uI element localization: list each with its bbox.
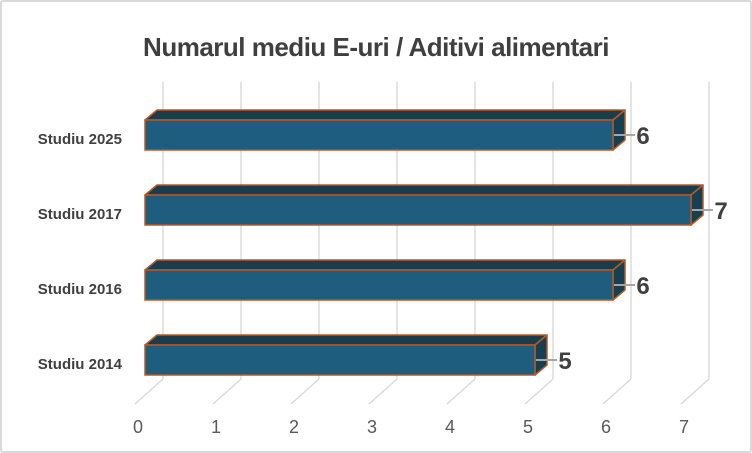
data-label: 5 (558, 348, 571, 375)
floor-gridline (524, 378, 554, 405)
x-tick-label: 5 (523, 417, 533, 437)
bar-top-face (144, 109, 626, 121)
category-label: Studiu 2017 (38, 206, 122, 223)
floor-gridline (602, 378, 632, 405)
bar-front-face (144, 119, 614, 151)
floor-gridline (212, 378, 242, 405)
bar-top-face (144, 259, 626, 271)
x-tick-label: 0 (133, 417, 143, 437)
floor-gridline (368, 378, 398, 405)
bar-top-face (144, 184, 704, 196)
category-label: Studiu 2025 (38, 131, 122, 148)
bar-front-face (144, 194, 692, 226)
category-label: Studiu 2016 (38, 281, 122, 298)
chart-title: Numarul mediu E-uri / Aditivi alimentari (143, 32, 609, 62)
x-tick-label: 7 (679, 417, 689, 437)
x-tick-label: 2 (289, 417, 299, 437)
bar-front-face (144, 269, 614, 301)
data-label: 6 (636, 273, 649, 300)
floor-gridline (446, 378, 476, 405)
floor-gridline (134, 378, 164, 405)
x-tick-label: 1 (211, 417, 221, 437)
data-label: 7 (714, 198, 727, 225)
x-tick-label: 3 (367, 417, 377, 437)
x-tick-label: 4 (445, 417, 455, 437)
floor-gridline (290, 378, 320, 405)
data-label: 6 (636, 123, 649, 150)
bar-top-face (144, 334, 548, 346)
category-label: Studiu 2014 (38, 356, 123, 373)
x-tick-label: 6 (601, 417, 611, 437)
floor-gridline (680, 378, 710, 405)
bar-front-face (144, 344, 536, 376)
